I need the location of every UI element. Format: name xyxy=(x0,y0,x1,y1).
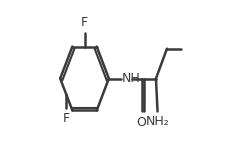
Text: F: F xyxy=(63,112,70,125)
Text: NH₂: NH₂ xyxy=(146,115,169,128)
Text: NH: NH xyxy=(122,72,141,85)
Text: F: F xyxy=(81,16,88,29)
Text: O: O xyxy=(136,116,146,129)
